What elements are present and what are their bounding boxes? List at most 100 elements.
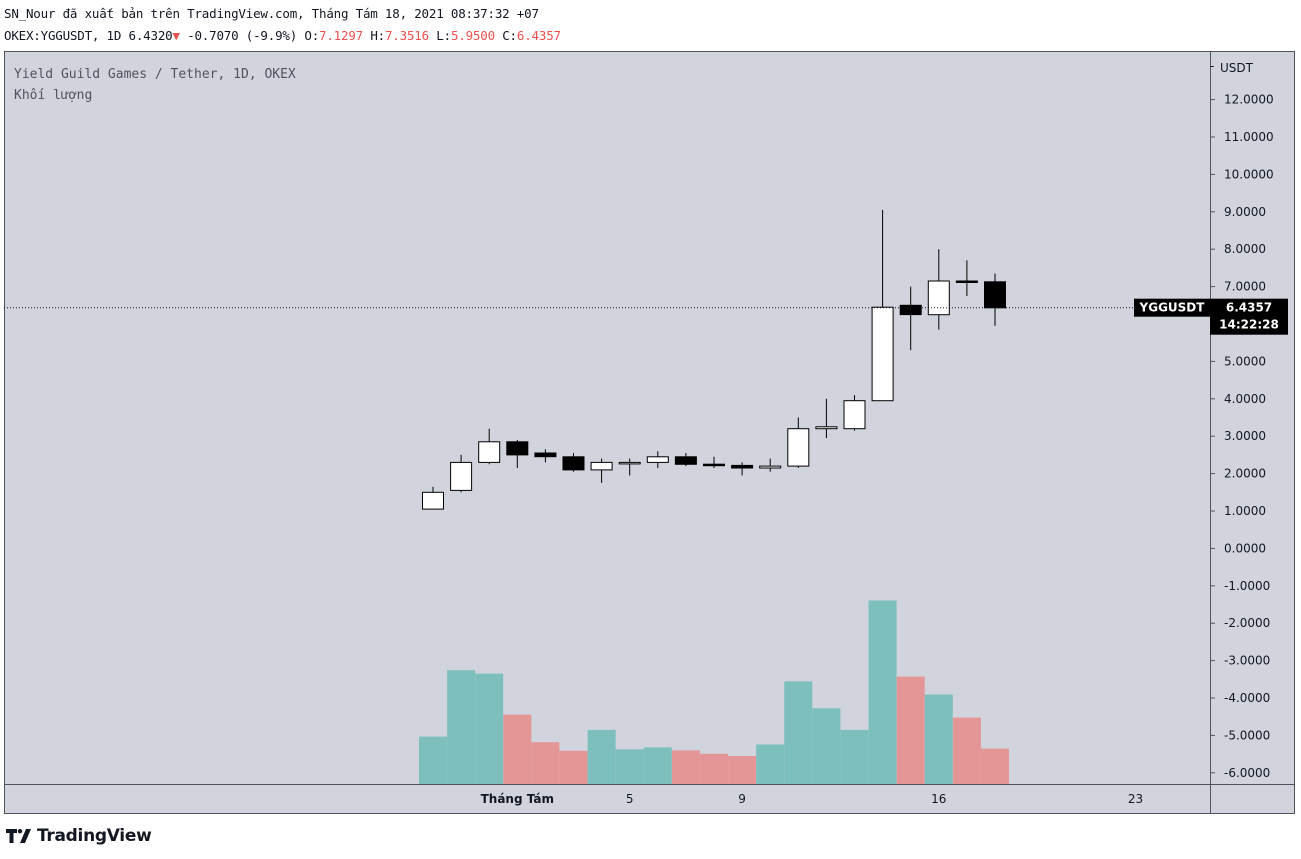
- price-axis[interactable]: [1210, 51, 1295, 784]
- y-tick-label: 4.0000: [1224, 392, 1266, 406]
- y-tick-label: -2.0000: [1224, 616, 1270, 630]
- y-tick-label: 9.0000: [1224, 205, 1266, 219]
- price-axis-top-tick: -: [1210, 59, 1214, 73]
- candle-body: [984, 281, 1006, 309]
- last-price-tag: YGGUSDT 6.4357 14:22:28: [1134, 298, 1288, 335]
- volume-bar: [868, 600, 897, 784]
- candle-body: [478, 441, 501, 463]
- y-tick-label: 11.0000: [1224, 130, 1274, 144]
- candle: [618, 458, 641, 476]
- candle: [899, 286, 922, 351]
- candle-body: [450, 461, 473, 491]
- x-tick-label: 16: [931, 792, 946, 806]
- y-tick-label: -1.0000: [1224, 579, 1270, 593]
- volume-bar: [812, 708, 841, 784]
- chart-pane[interactable]: [4, 51, 1210, 784]
- price-change: -0.7070 (-9.9%): [187, 28, 298, 43]
- y-tick: 12.0000: [1210, 93, 1274, 107]
- tag-symbol: YGGUSDT: [1139, 301, 1206, 315]
- volume-bars: [419, 600, 1009, 784]
- x-tick-label: Tháng Tám: [481, 792, 554, 806]
- candle: [506, 439, 529, 468]
- candle-body: [590, 461, 613, 471]
- candle-body: [646, 456, 669, 463]
- symbol-info: OKEX:YGGUSDT, 1D 6.4320: [4, 28, 173, 43]
- y-tick-label: 1.0000: [1224, 504, 1266, 518]
- y-tick-label: -4.0000: [1224, 691, 1270, 705]
- volume-bar: [671, 750, 700, 784]
- time-axis[interactable]: [4, 784, 1210, 814]
- y-axis-ticks: 12.0000 11.0000 10.0000 9.0000 8.0000 7.0000 5…: [1210, 93, 1274, 780]
- candle-body: [955, 280, 978, 283]
- symbol-ohlc-line: OKEX:YGGUSDT, 1D 6.4320▼ -0.7070 (-9.9%)…: [4, 28, 561, 43]
- tag-price: 6.4357: [1226, 301, 1272, 315]
- volume-bar: [840, 729, 869, 784]
- y-tick-label: 8.0000: [1224, 242, 1266, 256]
- close-value: 6.4357: [516, 28, 561, 43]
- publish-info: SN_Nour đã xuất bản trên TradingView.com…: [4, 6, 539, 21]
- candle: [955, 260, 978, 296]
- candle-body: [506, 441, 529, 456]
- candle-body: [703, 463, 725, 467]
- volume-bar: [952, 717, 981, 784]
- y-tick: 0.0000: [1210, 541, 1266, 555]
- tag-price-bg: [1210, 298, 1288, 335]
- candle: [562, 453, 585, 472]
- candle-body: [534, 452, 557, 458]
- low-value: 5.9500: [450, 28, 495, 43]
- y-tick: 4.0000: [1210, 392, 1266, 406]
- candle: [815, 398, 838, 439]
- tradingview-brand: TradingView: [37, 826, 152, 846]
- x-tick-label: 23: [1128, 792, 1143, 806]
- candle-body: [787, 428, 810, 467]
- high-value: 7.3516: [384, 28, 429, 43]
- candle: [984, 273, 1006, 326]
- y-tick-label: 12.0000: [1224, 93, 1274, 107]
- high-label: H:: [370, 28, 385, 43]
- candle-body: [422, 491, 444, 510]
- y-tick: -1.0000: [1210, 579, 1270, 593]
- candle: [478, 428, 501, 465]
- volume-bar: [559, 750, 588, 784]
- volume-bar: [475, 673, 504, 784]
- candle: [703, 456, 725, 468]
- candle-body: [759, 465, 782, 469]
- close-label: C:: [502, 28, 517, 43]
- candle-body: [562, 456, 585, 471]
- candle: [590, 458, 613, 483]
- tag-symbol-bg: [1134, 298, 1210, 317]
- candle: [927, 249, 950, 330]
- candle: [787, 417, 810, 468]
- candle-body: [871, 306, 894, 402]
- candle: [534, 449, 557, 463]
- y-tick: 10.0000: [1210, 167, 1274, 181]
- y-tick: 11.0000: [1210, 130, 1274, 144]
- y-tick: 7.0000: [1210, 280, 1266, 294]
- open-value: 7.1297: [319, 28, 363, 43]
- y-tick-label: 5.0000: [1224, 354, 1266, 368]
- tradingview-logo[interactable]: TradingView: [6, 826, 152, 846]
- y-tick: 8.0000: [1210, 242, 1266, 256]
- candle: [759, 458, 782, 472]
- candle: [450, 454, 473, 493]
- candle: [646, 451, 669, 468]
- candle: [731, 462, 754, 476]
- x-tick-label: 9: [738, 792, 746, 806]
- candle-body: [899, 304, 922, 316]
- x-tick-label: 5: [626, 792, 634, 806]
- chart-legend-title: Yield Guild Games / Tether, 1D, OKEX: [14, 67, 296, 82]
- y-tick: 9.0000: [1210, 205, 1266, 219]
- y-tick-label: 10.0000: [1224, 167, 1274, 181]
- low-label: L:: [436, 28, 451, 43]
- volume-bar: [700, 753, 728, 784]
- candle-body: [618, 461, 641, 465]
- volume-bar: [419, 736, 447, 784]
- candle: [871, 209, 894, 402]
- tradingview-logo-icon: [6, 829, 31, 843]
- candles: [422, 209, 1006, 510]
- volume-bar: [924, 694, 953, 784]
- y-tick: -6.0000: [1210, 766, 1270, 780]
- y-tick-label: 7.0000: [1224, 280, 1266, 294]
- tag-countdown: 14:22:28: [1219, 318, 1279, 332]
